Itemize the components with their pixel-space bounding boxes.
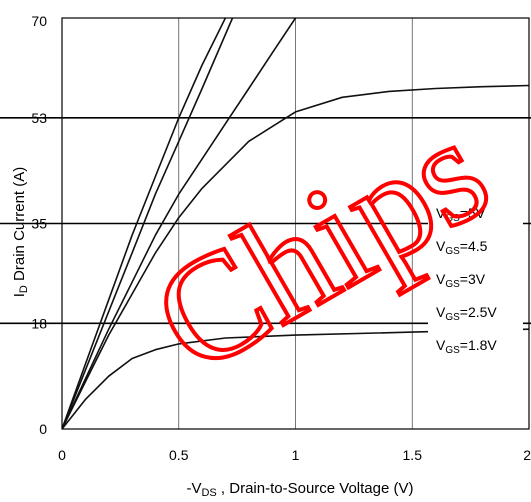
x-tick-label: 1	[292, 447, 300, 463]
y-tick-label: 53	[31, 110, 47, 126]
legend-entry-0: VGS=5V	[436, 205, 486, 224]
series-line-0	[62, 18, 227, 429]
x-tick-label: 0.5	[169, 447, 189, 463]
series-line-2	[62, 18, 297, 429]
series-line-4	[62, 328, 529, 429]
x-axis-label: -VDS , Drain-to-Source Voltage (V)	[186, 480, 413, 499]
y-tick-label: 35	[31, 216, 47, 232]
legend: VGS=5V VGS=4.5 VGS=3V VGS=2.5V VGS=1.8V	[428, 192, 523, 356]
legend-entry-4: VGS=1.8V	[436, 337, 497, 356]
y-tick-label: 70	[31, 13, 47, 29]
legend-background	[428, 192, 523, 350]
legend-entry-2: VGS=3V	[436, 271, 486, 290]
x-tick-label: 0	[58, 447, 66, 463]
legend-entry-1: VGS=4.5	[436, 238, 488, 257]
x-tick-labels: 0 0.5 1 1.5 2	[58, 447, 531, 463]
series-line-1	[62, 18, 234, 429]
x-tick-label: 1.5	[403, 447, 423, 463]
series-line-3	[62, 84, 529, 429]
y-axis-label: ID Drain Current (A)	[11, 167, 30, 297]
y-tick-labels: 0 18 35 53 70	[31, 13, 47, 437]
plot-frame	[61, 17, 530, 430]
legend-entry-3: VGS=2.5V	[436, 304, 497, 323]
x-tick-label: 2	[523, 447, 531, 463]
y-tick-label: 0	[39, 421, 47, 437]
y-tick-label: 18	[31, 315, 47, 331]
series-group	[62, 18, 529, 429]
